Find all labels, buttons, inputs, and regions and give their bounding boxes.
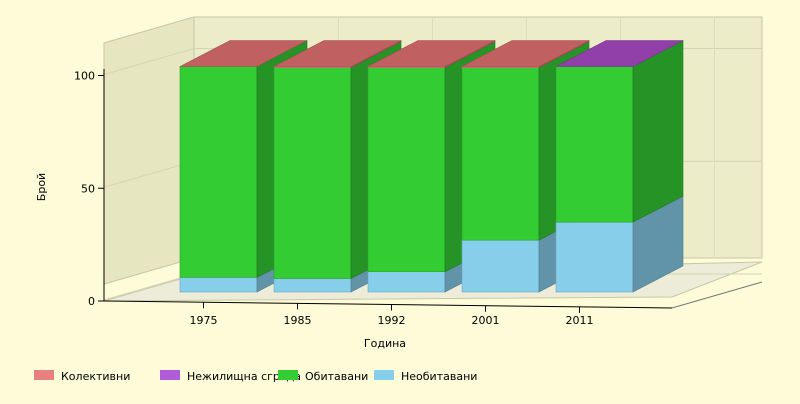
x-tick-label: 2001 bbox=[472, 314, 500, 327]
bar-segment bbox=[273, 278, 352, 293]
bar-stack-2011 bbox=[555, 40, 684, 293]
x-axis-depth-line bbox=[671, 281, 763, 309]
legend-swatch bbox=[160, 370, 180, 380]
legend-item: Обитавани bbox=[278, 370, 368, 383]
x-tick-label: 1975 bbox=[190, 314, 218, 327]
bars-group bbox=[179, 40, 684, 293]
bar-segment bbox=[367, 67, 446, 273]
bar-segment bbox=[179, 66, 258, 278]
legend-item: Колективни bbox=[34, 370, 130, 383]
y-tick-label: 100 bbox=[74, 70, 95, 83]
y-tick-label: 0 bbox=[88, 295, 95, 308]
bar-segment bbox=[179, 277, 258, 293]
bar-top-face bbox=[273, 40, 402, 67]
bar-top-face bbox=[461, 40, 590, 67]
legend: Колективни Нежилищна сграда Обитавани Необи… bbox=[34, 370, 477, 383]
y-tick-label: 50 bbox=[81, 182, 95, 195]
bar-top-face bbox=[367, 40, 496, 67]
bar-segment bbox=[461, 239, 540, 293]
bar-segment bbox=[555, 66, 634, 223]
bar-segment bbox=[367, 271, 446, 293]
x-tick-label: 1992 bbox=[378, 314, 406, 327]
legend-swatch bbox=[34, 370, 54, 380]
legend-label: Колективни bbox=[61, 370, 130, 383]
bar-segment-side bbox=[632, 40, 684, 223]
legend-swatch bbox=[374, 370, 394, 380]
bar-top-face bbox=[179, 40, 308, 67]
legend-item: Нежилищна сграда bbox=[160, 370, 301, 383]
legend-label: Необитавани bbox=[401, 370, 477, 383]
bar-segment bbox=[273, 67, 352, 279]
bar-segment bbox=[461, 67, 540, 241]
x-axis-label: Година bbox=[364, 337, 406, 350]
legend-label: Нежилищна сграда bbox=[187, 370, 301, 383]
legend-label: Обитавани bbox=[305, 370, 368, 383]
y-axis-label: Брой bbox=[35, 173, 48, 201]
bar-top-face bbox=[555, 40, 684, 67]
legend-swatch bbox=[278, 370, 298, 380]
x-tick-label: 2011 bbox=[566, 314, 594, 327]
axes-group: 0 50 100 1975 1985 1992 2001 2011 bbox=[74, 69, 763, 327]
x-tick-label: 1985 bbox=[284, 314, 312, 327]
x-axis-line bbox=[103, 300, 673, 309]
bar-segment bbox=[555, 221, 634, 293]
legend-item: Необитавани bbox=[374, 370, 477, 383]
